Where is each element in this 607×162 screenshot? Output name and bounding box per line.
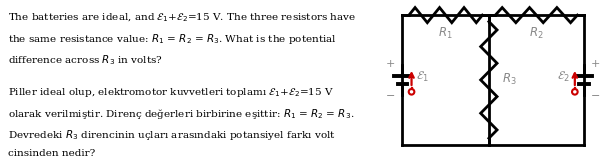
- Text: the same resistance value: $R_1$ = $R_2$ = $R_3$. What is the potential: the same resistance value: $R_1$ = $R_2$…: [8, 32, 336, 46]
- Text: −: −: [591, 91, 600, 101]
- Text: $R_2$: $R_2$: [529, 26, 544, 41]
- Text: Devredeki $R_3$ direncinin uçları arasındaki potansiyel farkı volt: Devredeki $R_3$ direncinin uçları arasın…: [8, 128, 336, 142]
- Text: $R_3$: $R_3$: [502, 72, 517, 87]
- Text: cinsinden nedir?: cinsinden nedir?: [8, 149, 95, 158]
- Text: The batteries are ideal, and $\mathcal{E}_1$+$\mathcal{E}_2$=15 V. The three res: The batteries are ideal, and $\mathcal{E…: [8, 11, 356, 24]
- Text: +: +: [591, 59, 600, 69]
- Text: difference across $R_3$ in volts?: difference across $R_3$ in volts?: [8, 53, 163, 67]
- Text: $R_1$: $R_1$: [438, 26, 453, 41]
- Text: −: −: [386, 91, 395, 101]
- Text: Piller ideal olup, elektromotor kuvvetleri toplamı $\mathcal{E}_1$+$\mathcal{E}_: Piller ideal olup, elektromotor kuvvetle…: [8, 86, 333, 99]
- Text: $\mathcal{E}_2$: $\mathcal{E}_2$: [557, 70, 570, 84]
- Text: $\mathcal{E}_1$: $\mathcal{E}_1$: [416, 70, 429, 84]
- Text: +: +: [386, 59, 395, 69]
- Text: olarak verilmiştir. Direnç değerleri birbirine eşittir: $R_1$ = $R_2$ = $R_3$.: olarak verilmiştir. Direnç değerleri bir…: [8, 107, 354, 121]
